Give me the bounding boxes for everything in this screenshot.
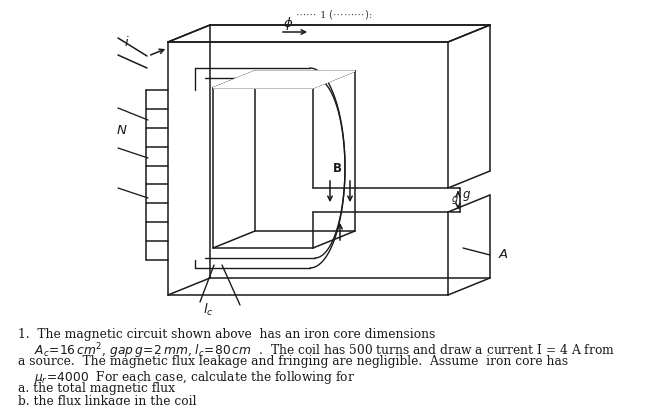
Polygon shape [313, 212, 448, 295]
Text: $g$: $g$ [462, 189, 471, 203]
Text: $\mathbf{B}$: $\mathbf{B}$ [332, 162, 342, 175]
Text: $i$: $i$ [124, 35, 130, 49]
Text: b. the flux linkage in the coil: b. the flux linkage in the coil [18, 396, 196, 405]
Text: a source.  The magnetic flux leakage and fringing are negligible.  Assume  iron : a source. The magnetic flux leakage and … [18, 355, 568, 368]
Text: 1.  The magnetic circuit shown above  has an iron core dimensions: 1. The magnetic circuit shown above has … [18, 328, 436, 341]
Polygon shape [448, 195, 490, 295]
Polygon shape [213, 71, 355, 88]
Text: $N$: $N$ [116, 124, 128, 136]
Polygon shape [168, 248, 448, 295]
Text: $l_c$: $l_c$ [202, 302, 213, 318]
Polygon shape [168, 42, 448, 88]
Polygon shape [313, 42, 448, 188]
Polygon shape [448, 25, 490, 188]
Text: $\mu_r\!=\!4000$  For each case, calculate the following for: $\mu_r\!=\!4000$ For each case, calculat… [34, 369, 355, 386]
Text: a. the total magnetic flux: a. the total magnetic flux [18, 382, 175, 395]
Text: $\cdots\cdots$ 1 $(\cdots\cdots\cdots)$:: $\cdots\cdots$ 1 $(\cdots\cdots\cdots)$: [295, 8, 373, 21]
Polygon shape [168, 42, 213, 295]
Text: $\phi$: $\phi$ [283, 15, 293, 32]
Text: $A_c\!=\!16\,cm^2$, $gap\,g\!=\!2\,mm$, $l_c\!=\!80\,cm$  .  The coil has 500 tu: $A_c\!=\!16\,cm^2$, $gap\,g\!=\!2\,mm$, … [34, 341, 615, 361]
Text: $A$: $A$ [498, 249, 509, 262]
Polygon shape [168, 25, 490, 42]
Text: $g$: $g$ [451, 194, 459, 206]
